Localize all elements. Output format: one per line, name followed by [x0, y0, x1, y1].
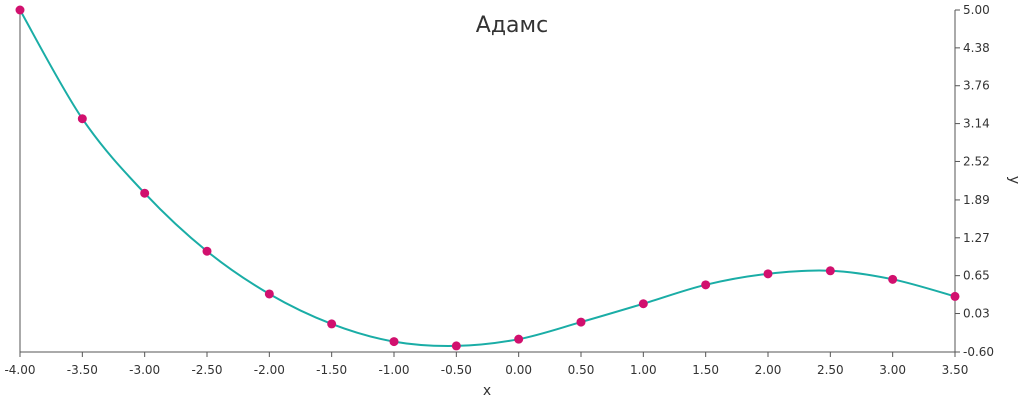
x-tick-label: 1.00 — [630, 363, 657, 377]
plot-area — [15, 5, 960, 351]
y-tick-label: 5.00 — [963, 3, 990, 17]
data-point — [451, 341, 461, 351]
y-tick-label: 3.76 — [963, 79, 990, 93]
data-point — [15, 5, 25, 15]
x-tick-label: 3.50 — [942, 363, 969, 377]
data-point — [202, 246, 212, 256]
y-axis-ticks: 5.00 4.38 3.76 3.14 2.52 1.89 1.27 0.65 0.03 -0.6… — [955, 3, 994, 359]
x-tick-label: 1.50 — [692, 363, 719, 377]
data-point — [514, 334, 524, 344]
x-tick-label: -2.00 — [254, 363, 285, 377]
data-point — [701, 280, 711, 290]
chart-title: Адамс — [476, 13, 548, 38]
x-tick-label: -4.00 — [4, 363, 35, 377]
x-tick-label: -1.00 — [378, 363, 409, 377]
data-point — [825, 266, 835, 276]
axes — [19, 10, 956, 353]
x-axis-label: x — [483, 383, 491, 399]
data-point — [576, 317, 586, 327]
x-tick-label: 3.00 — [879, 363, 906, 377]
y-tick-label: 1.89 — [963, 193, 990, 207]
x-tick-label: 2.00 — [755, 363, 782, 377]
data-point — [389, 337, 399, 347]
x-tick-label: 2.50 — [817, 363, 844, 377]
data-point — [888, 274, 898, 284]
x-tick-label: 0.00 — [505, 363, 532, 377]
y-axis-label: y — [1006, 176, 1022, 184]
y-tick-label: 3.14 — [963, 117, 990, 131]
data-point — [950, 291, 960, 301]
y-tick-label: -0.60 — [963, 345, 994, 359]
x-tick-label: 0.50 — [568, 363, 595, 377]
data-point — [638, 299, 648, 309]
series-line — [19, 9, 956, 347]
x-axis-ticks: -4.00 -3.50 -3.00 -2.50 -2.00 -1.50 -1.00 -0.50… — [4, 352, 968, 377]
x-tick-label: -2.50 — [191, 363, 222, 377]
x-tick-label: -3.50 — [67, 363, 98, 377]
y-tick-label: 2.52 — [963, 154, 990, 168]
data-point — [264, 289, 274, 299]
x-tick-label: -1.50 — [316, 363, 347, 377]
data-point — [140, 188, 150, 198]
data-point — [763, 269, 773, 279]
data-point — [327, 319, 337, 329]
y-tick-label: 4.38 — [963, 41, 990, 55]
data-point — [77, 114, 87, 124]
y-tick-label: 0.65 — [963, 269, 990, 283]
x-tick-label: -0.50 — [441, 363, 472, 377]
x-tick-label: -3.00 — [129, 363, 160, 377]
y-tick-label: 0.03 — [963, 307, 990, 321]
y-tick-label: 1.27 — [963, 231, 990, 245]
